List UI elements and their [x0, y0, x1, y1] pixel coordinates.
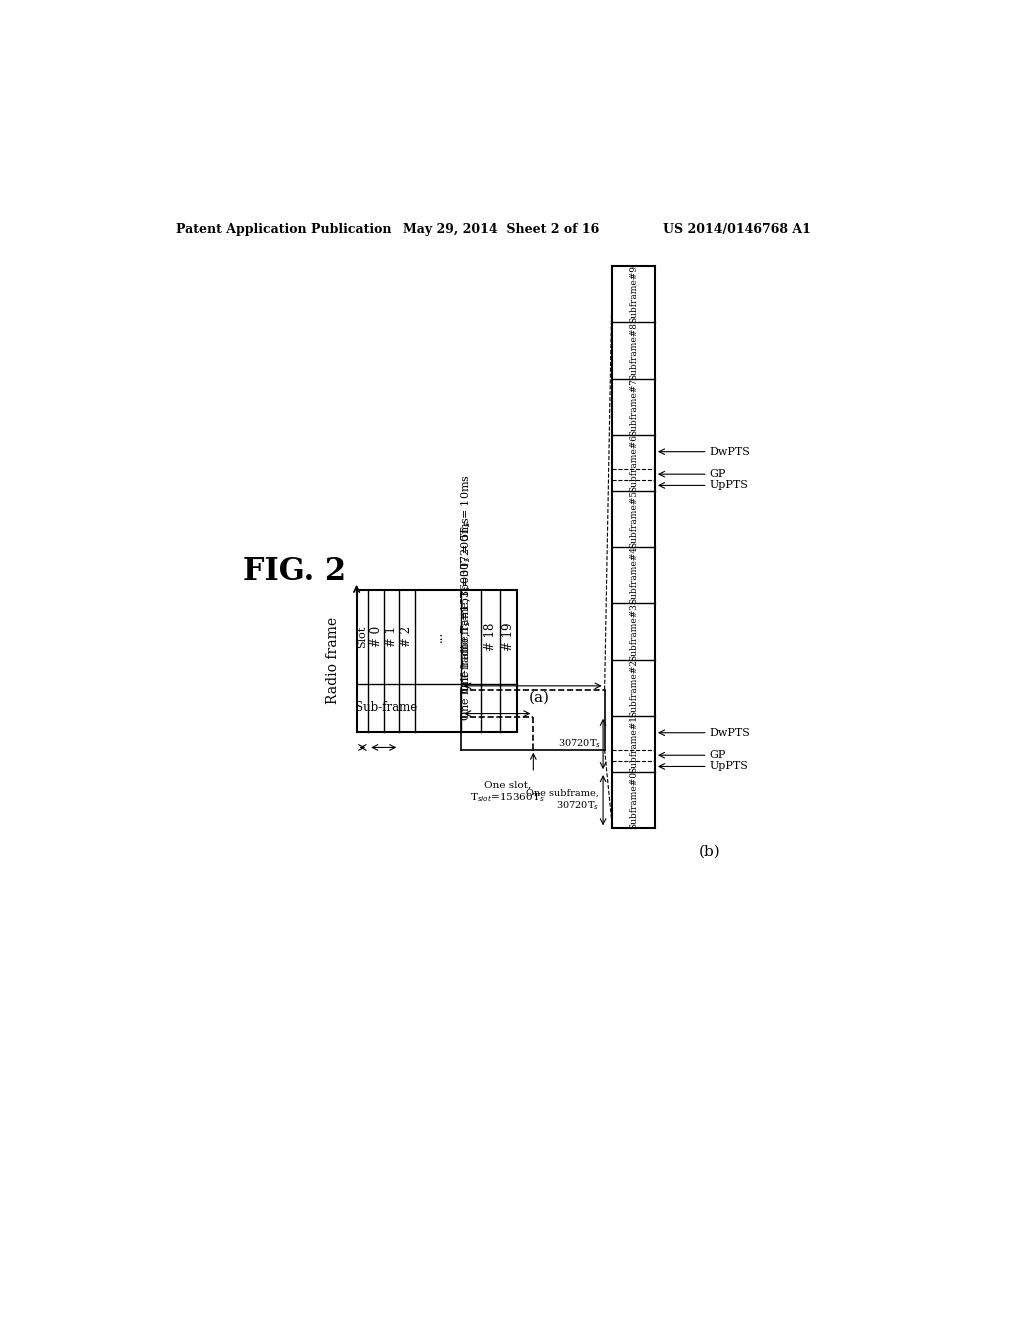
Text: Radio frame: Radio frame	[327, 616, 340, 704]
Text: # 0: # 0	[370, 626, 383, 647]
Text: One radio frame,T$_s$=307200T$_s$ = 10ms: One radio frame,T$_s$=307200T$_s$ = 10ms	[460, 474, 473, 693]
Text: (b): (b)	[698, 845, 720, 858]
Text: # 1: # 1	[385, 626, 398, 647]
Text: FIG. 2: FIG. 2	[243, 557, 346, 587]
Text: (a): (a)	[528, 690, 549, 705]
Text: ...: ...	[431, 631, 444, 643]
Text: US 2014/0146768 A1: US 2014/0146768 A1	[663, 223, 811, 236]
Text: One slot,
T$_{slot}$=15360T$_s$: One slot, T$_{slot}$=15360T$_s$	[470, 780, 545, 804]
Text: Subframe#6: Subframe#6	[629, 434, 638, 492]
Text: Subframe#2: Subframe#2	[629, 659, 638, 717]
Text: Subframe#3: Subframe#3	[629, 603, 638, 660]
Text: UpPTS: UpPTS	[710, 480, 749, 491]
Text: Subframe#0: Subframe#0	[629, 771, 638, 829]
Text: Subframe#7: Subframe#7	[629, 378, 638, 436]
Text: GP: GP	[710, 469, 726, 479]
Text: May 29, 2014  Sheet 2 of 16: May 29, 2014 Sheet 2 of 16	[403, 223, 599, 236]
Text: Subframe#9: Subframe#9	[629, 265, 638, 323]
Text: GP: GP	[710, 750, 726, 760]
Text: Subframe#5: Subframe#5	[629, 490, 638, 548]
Text: Subframe#4: Subframe#4	[629, 546, 638, 605]
Text: DwPTS: DwPTS	[710, 446, 751, 457]
Text: One half-frame,T$_s$=153600T$_s$ = 5ms: One half-frame,T$_s$=153600T$_s$ = 5ms	[460, 516, 473, 721]
Text: Subframe#8: Subframe#8	[629, 322, 638, 380]
Text: # 19: # 19	[502, 622, 515, 651]
Text: Sub-frame: Sub-frame	[354, 701, 417, 714]
Text: 30720T$_s$: 30720T$_s$	[558, 738, 601, 750]
Text: # 18: # 18	[483, 623, 497, 651]
Text: Subframe#1: Subframe#1	[629, 715, 638, 774]
Text: Slot: Slot	[357, 626, 368, 648]
Text: UpPTS: UpPTS	[710, 762, 749, 771]
Text: Patent Application Publication: Patent Application Publication	[176, 223, 391, 236]
Text: DwPTS: DwPTS	[710, 727, 751, 738]
Text: One subframe,
30720T$_s$: One subframe, 30720T$_s$	[526, 788, 599, 812]
Text: # 2: # 2	[400, 626, 414, 647]
